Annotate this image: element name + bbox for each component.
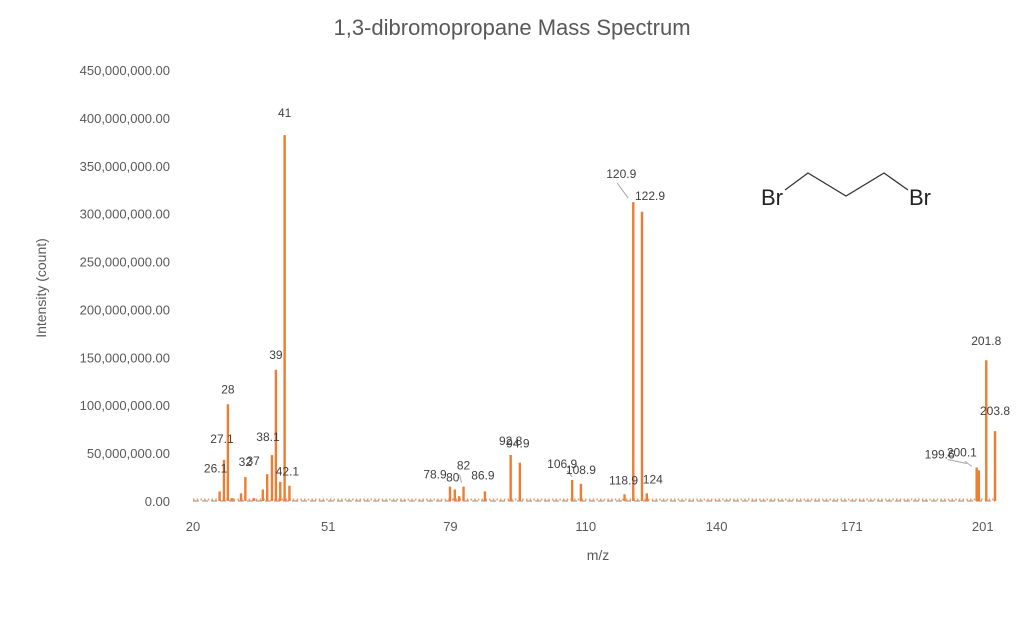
- label-leader-line: [459, 474, 463, 483]
- x-tick-label: 51: [321, 519, 335, 534]
- peak-label: 41: [278, 106, 292, 120]
- y-tick-label: 50,000,000.00: [87, 446, 170, 461]
- label-leader-line: [566, 470, 573, 478]
- peak-label: 106.9: [547, 457, 577, 471]
- peak-label: 82: [457, 459, 471, 473]
- peak-label: 26.1: [204, 461, 228, 475]
- baseline-noise: [193, 498, 995, 502]
- x-tick-label: 171: [841, 519, 863, 534]
- y-tick-label: 400,000,000.00: [80, 111, 170, 126]
- peak-label: 199.6: [925, 447, 955, 461]
- y-tick-label: 150,000,000.00: [80, 350, 170, 365]
- y-tick-label: 0.00: [145, 494, 170, 509]
- y-tick-label: 450,000,000.00: [80, 63, 170, 78]
- x-tick-label: 79: [443, 519, 457, 534]
- label-leader-line: [947, 458, 967, 464]
- x-tick-label: 201: [972, 519, 994, 534]
- peak-label: 27.1: [210, 432, 234, 446]
- label-leader-line: [964, 460, 973, 467]
- label-leader-line: [616, 182, 629, 199]
- peak-label: 200.1: [947, 445, 977, 459]
- y-tick-label: 200,000,000.00: [80, 302, 170, 317]
- peak-label: 201.8: [971, 334, 1001, 348]
- peak-label: 120.9: [606, 167, 636, 181]
- peak-label: 39: [269, 348, 283, 362]
- bromine-right-label: Br: [909, 185, 931, 210]
- peak-label: 108.9: [566, 463, 596, 477]
- y-tick-label: 250,000,000.00: [80, 255, 170, 270]
- peak-label: 78.9: [423, 468, 447, 482]
- peak-label: 80: [446, 471, 460, 485]
- peak-label: 94.9: [506, 437, 530, 451]
- x-axis-label: m/z: [587, 547, 610, 563]
- peak-label: 118.9: [609, 473, 638, 487]
- x-tick-label: 20: [186, 519, 200, 534]
- label-leader-lines: [459, 182, 973, 483]
- peak-label: 203.8: [980, 404, 1010, 418]
- peak-label: 124: [643, 472, 663, 486]
- spectrum-bars: [218, 135, 997, 501]
- y-axis-label: Intensity (count): [33, 238, 49, 338]
- peak-label: 122.9: [635, 189, 665, 203]
- y-tick-label: 350,000,000.00: [80, 159, 170, 174]
- bromine-left-label: Br: [761, 185, 783, 210]
- peak-label: 28: [221, 382, 235, 396]
- molecule-bonds: [784, 172, 909, 197]
- molecule-structure: Br Br: [761, 172, 931, 210]
- x-axis-ticks: 20 51 79 110 140 171 201: [186, 519, 994, 534]
- peak-label: 32: [239, 455, 253, 469]
- x-tick-label: 140: [706, 519, 728, 534]
- peak-label: 38.1: [256, 430, 280, 444]
- peak-label: 42.1: [276, 465, 300, 479]
- peak-label: 86.9: [471, 468, 495, 482]
- y-tick-label: 100,000,000.00: [80, 398, 170, 413]
- peak-label: 37: [246, 454, 260, 468]
- peak-label: 92.8: [499, 434, 523, 448]
- chart-title: 1,3-dibromopropane Mass Spectrum: [333, 15, 690, 40]
- x-tick-label: 110: [575, 519, 596, 534]
- y-axis-ticks: 0.00 50,000,000.00 100,000,000.00 150,000,0…: [80, 63, 170, 509]
- y-tick-label: 300,000,000.00: [80, 207, 170, 222]
